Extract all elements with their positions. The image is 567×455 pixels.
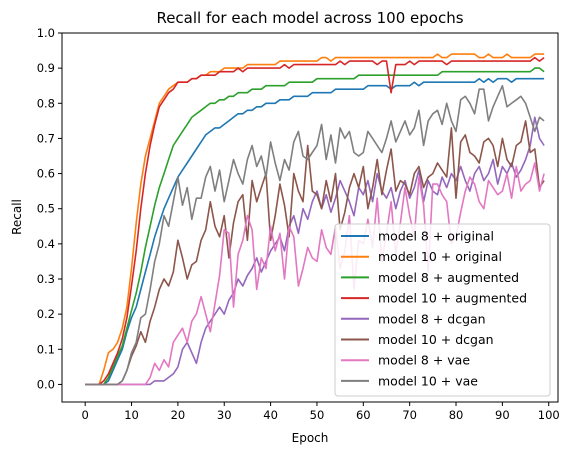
y-tick-label: 0.9 (37, 61, 55, 75)
x-axis-label: Epoch (292, 431, 329, 445)
legend-entry-label: model 8 + dcgan (378, 311, 486, 326)
x-tick-label: 0 (82, 408, 89, 422)
legend-entry-label: model 10 + dcgan (378, 332, 494, 347)
legend-entry-label: model 10 + vae (378, 373, 478, 388)
x-tick-label: 30 (217, 408, 232, 422)
y-tick-label: 0.3 (37, 272, 55, 286)
x-axis-ticks: 0 10 20 30 40 50 60 70 80 90 100 (82, 402, 560, 422)
x-tick-label: 50 (310, 408, 325, 422)
legend-entry-label: model 10 + augmented (378, 291, 527, 306)
legend: model 8 + original model 10 + original mod… (335, 224, 550, 396)
legend-entry-label: model 8 + vae (378, 353, 470, 368)
x-tick-label: 10 (124, 408, 139, 422)
legend-entry-label: model 10 + original (378, 249, 502, 264)
y-tick-label: 0.5 (37, 202, 55, 216)
y-axis-label: Recall (10, 199, 24, 235)
y-tick-label: 0.7 (37, 131, 55, 145)
y-tick-label: 0.1 (37, 342, 55, 356)
x-tick-label: 80 (449, 408, 464, 422)
x-tick-label: 20 (171, 408, 186, 422)
y-tick-label: 1.0 (37, 26, 55, 40)
y-tick-label: 0.2 (37, 307, 55, 321)
x-tick-label: 40 (263, 408, 278, 422)
y-tick-label: 0.0 (37, 377, 55, 391)
x-tick-label: 100 (538, 408, 560, 422)
x-tick-label: 90 (495, 408, 510, 422)
y-tick-label: 0.6 (37, 167, 55, 181)
y-tick-label: 0.4 (37, 237, 55, 251)
y-tick-label: 0.8 (37, 96, 55, 110)
y-axis-ticks: 0.0 0.1 0.2 0.3 0.4 0.5 0.6 0.7 0.8 0.9 1.0 (37, 26, 62, 391)
x-tick-label: 70 (402, 408, 417, 422)
x-tick-label: 60 (356, 408, 371, 422)
legend-entry-label: model 8 + augmented (378, 270, 519, 285)
legend-entry-label: model 8 + original (378, 229, 494, 244)
chart-title: Recall for each model across 100 epochs (156, 9, 463, 27)
